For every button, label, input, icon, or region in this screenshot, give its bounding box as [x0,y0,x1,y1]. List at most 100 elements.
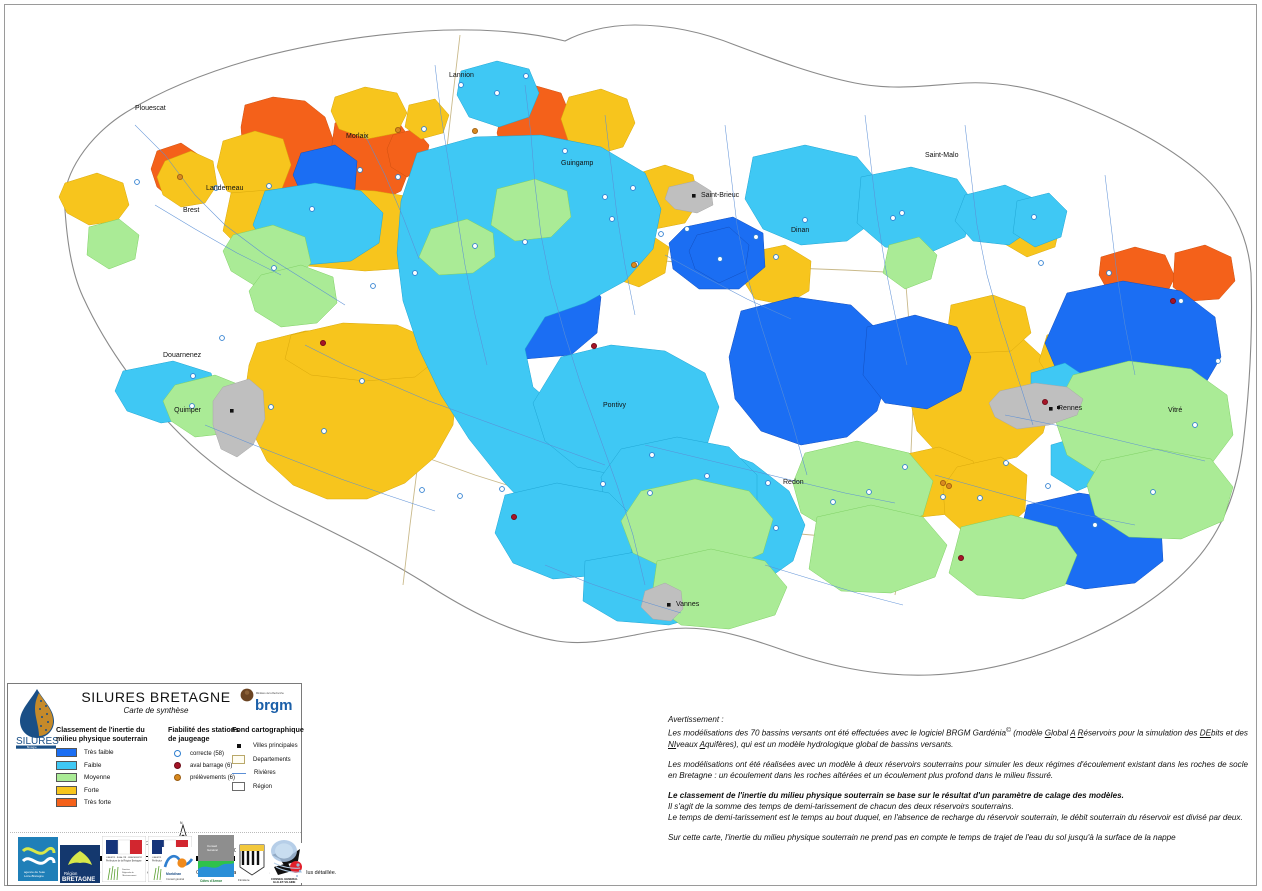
svg-text:N: N [180,821,183,825]
basin-forte [156,150,218,208]
basin-tres-forte [1172,244,1236,302]
legend-heading-inertie: Classement de l'inertie du milieu physiq… [56,725,148,743]
legend-fond-rivieres[interactable]: Rivières [232,770,304,776]
basin-tres-faible [728,296,890,446]
swatch-forte [56,785,77,795]
basin-moyenne [948,514,1078,600]
region-outline [63,24,1253,676]
label-saint-brieuc: Saint-Brieuc [701,192,740,199]
logo-departement-finistere: Finistère [236,841,268,883]
label-guingamp: Guingamp [561,160,593,167]
label-redon: Redon [783,479,804,486]
svg-text:Morbihan: Morbihan [166,872,181,876]
swatch-tres-forte [56,798,77,807]
station-dot-correcte [174,750,181,757]
logo-conseil-general-morbihan: Morbihan Conseil général [162,847,196,883]
basin-tres-faible [688,226,750,284]
station-label: prélèvements (6) [190,774,236,781]
legend-station-prelevements[interactable]: prélèvements (6) [168,774,264,781]
city-dot-icon [237,744,241,748]
svg-text:LIBERTÉ · ÉGALITÉ · FRATERNITÉ: LIBERTÉ · ÉGALITÉ · FRATERNITÉ [106,856,142,859]
svg-text:Finistère: Finistère [238,878,250,882]
legend-fond-departements[interactable]: Departements [232,755,304,764]
dept-square-icon [232,755,245,764]
svg-text:Préfecture de la Région Bretag: Préfecture de la Région Bretagne [106,860,142,863]
fond-label: Rivières [254,770,276,776]
legend-header: SILURES Bretagne SILURES BRETAGNE Carte … [8,684,301,749]
logo-conseil-general-cotes-darmor: Conseil Général Côtes d'Armor [198,835,234,883]
swatch-moyenne [56,773,77,782]
legend-column-fond: Fond cartographique Villes principales D… [232,725,304,791]
legend-column-inertie: Classement de l'inertie du milieu physiq… [56,725,166,807]
legend-class-moyenne[interactable]: Moyenne [56,773,166,782]
svg-text:Côtes d'Armor: Côtes d'Armor [200,879,223,883]
legend-fond-villes[interactable]: Villes principales [232,743,304,749]
logo-agence-de-leau-loire-bretagne: agence de l'eau Loire-Bretagne [18,837,58,881]
legend-panel: SILURES Bretagne SILURES BRETAGNE Carte … [7,683,336,886]
station-label: correcte (58) [190,750,225,757]
swatch-label: Très forte [84,799,112,806]
basin-forte [330,86,408,140]
label-morlaix: Morlaix [346,133,369,140]
basin-faible [744,144,882,246]
notes-paragraph-2: Les modélisations ont été réalisées avec… [668,759,1248,780]
swatch-faible [56,760,77,770]
river-network [134,64,1206,614]
svg-text:Conseil général: Conseil général [166,877,184,881]
silures-logo: SILURES Bretagne [16,689,59,749]
legend-station-aval-barrage[interactable]: aval barrage (6) [168,762,264,769]
label-plouescat: Plouescat [135,105,166,112]
station-dot-aval-barrage [174,762,181,769]
station-label: aval barrage (6) [190,762,233,769]
notes-paragraph-3-line2: Le temps de demi-tarissement est le temp… [668,812,1243,822]
logo-eau [271,840,303,877]
urban-rennes [988,382,1084,430]
region-square-icon [232,782,245,791]
legend-class-tres-faible[interactable]: Très faible [56,748,166,757]
logo-region-bretagne: Région BRETAGNE [60,845,100,883]
basin-moyenne [1086,448,1234,540]
basin-faible [856,166,976,254]
swatch-label: Forte [84,786,99,794]
svg-text:CONSEIL GENERAL: CONSEIL GENERAL [271,877,298,881]
basin-moyenne [490,178,572,242]
basin-polygons[interactable] [58,60,1236,630]
legend-class-faible[interactable]: Faible [56,760,166,770]
label-saint-malo: Saint-Malo [925,152,959,159]
page-border [4,4,1257,886]
basin-forte [284,322,436,382]
city-markers [230,194,1060,607]
basin-tres-faible [862,314,972,410]
svg-text:Loire-Bretagne: Loire-Bretagne [24,874,44,878]
svg-text:Région: Région [64,871,78,876]
legend-class-forte[interactable]: Forte [56,785,166,795]
notes-paragraph-3-line1: Il s'agit de la somme des temps de demi-… [668,801,1014,811]
notes-block: Avertissement : Les modélisations des 70… [668,714,1248,852]
urban-vannes [640,582,684,622]
basin-moyenne [248,264,338,328]
city-labels: Saint-Brieuc Rennes Quimper Vannes Ploue… [135,72,1182,608]
label-vannes: Vannes [676,601,700,608]
basin-moyenne [882,236,938,290]
legend-fond-region[interactable]: Région [232,782,304,791]
fond-label: Villes principales [253,743,298,749]
silures-logo-sub: Bretagne [27,746,37,749]
page-title: SILURES BRETAGNE [81,689,231,705]
gauging-stations[interactable] [134,73,1221,562]
swatch-tres-faible [56,748,77,757]
legend-station-correcte[interactable]: correcte (58) [168,750,264,757]
svg-text:Général: Général [207,848,218,852]
label-quimper: Quimper [174,407,202,414]
logo-prefecture-region-bretagne-1: LIBERTÉ · ÉGALITÉ · FRATERNITÉ Préfectur… [102,836,146,882]
fond-label: Departements [253,756,291,763]
label-brest: Brest [183,207,199,214]
scale-tick: 20 [231,848,237,854]
label-douarnenez: Douarnenez [163,352,202,359]
notes-paragraph-1: Les modélisations des 70 bassins versant… [668,727,1248,749]
legend-class-tres-forte[interactable]: Très forte [56,798,166,807]
basin-forte [560,88,636,156]
swatch-label: Moyenne [84,774,111,781]
basin-moyenne [418,218,496,276]
copyright-sup: © [1005,727,1011,734]
